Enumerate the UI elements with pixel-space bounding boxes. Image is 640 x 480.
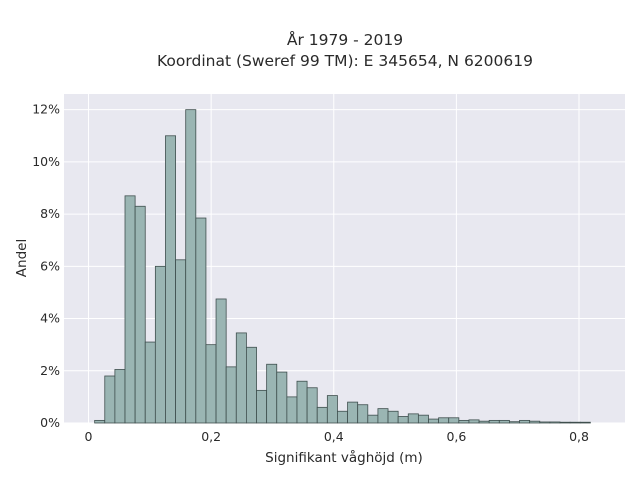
y-tick-label: 6% <box>40 258 60 273</box>
histogram-bar <box>175 259 187 424</box>
histogram-bar <box>316 406 328 424</box>
histogram-bar <box>114 369 126 424</box>
y-tick-labels: 0% 2% 4% 6% 8% 10% 12% <box>32 102 60 430</box>
histogram-bar <box>306 387 318 424</box>
histogram-bar <box>407 413 419 424</box>
histogram-bar <box>498 419 510 424</box>
histogram-bar <box>387 410 399 424</box>
histogram-bar <box>428 418 440 424</box>
y-tick-label: 10% <box>32 154 60 169</box>
x-axis-label: Signifikant våghöjd (m) <box>265 449 423 466</box>
histogram-bar <box>276 371 288 424</box>
histogram-bar <box>569 421 581 424</box>
histogram-bar <box>539 421 551 424</box>
histogram-bar <box>225 366 237 424</box>
histogram-bar <box>154 265 166 424</box>
histogram-bar <box>124 195 136 424</box>
histogram-bar <box>397 416 409 424</box>
histogram-bars <box>94 109 591 424</box>
histogram-bar <box>488 419 500 424</box>
histogram-bar <box>417 414 429 424</box>
histogram-bar <box>509 421 520 424</box>
x-tick-label: 0,4 <box>324 429 344 444</box>
x-tick-label: 0 <box>85 429 93 444</box>
histogram-bar <box>347 401 359 424</box>
histogram-bar <box>215 298 227 424</box>
histogram-bar <box>94 419 106 424</box>
histogram-bar <box>134 205 146 424</box>
histogram-bar <box>235 332 247 424</box>
histogram-bar <box>286 396 298 424</box>
x-tick-label: 0,8 <box>569 429 589 444</box>
histogram-bar <box>519 419 531 424</box>
y-tick-label: 4% <box>40 311 60 326</box>
histogram-bar <box>529 420 541 424</box>
histogram-bar <box>185 109 197 424</box>
histogram-bar <box>144 341 156 424</box>
y-tick-label: 12% <box>32 102 60 117</box>
y-tick-label: 8% <box>40 206 60 221</box>
histogram-bar <box>296 380 308 424</box>
histogram-bar <box>377 408 389 424</box>
histogram-bar <box>246 346 257 424</box>
chart-title-line1: År 1979 - 2019 <box>287 30 403 49</box>
y-axis-label: Andel <box>14 239 30 277</box>
histogram-bar <box>104 375 116 424</box>
histogram-bar <box>165 135 176 424</box>
histogram-bar <box>438 417 450 424</box>
histogram-bar <box>357 404 369 424</box>
histogram-bar <box>326 395 338 424</box>
histogram-bar <box>559 421 571 424</box>
x-tick-label: 0,6 <box>446 429 466 444</box>
y-tick-label: 0% <box>40 415 60 430</box>
histogram-bar <box>478 420 490 424</box>
y-tick-label: 2% <box>40 363 60 378</box>
histogram-bar <box>367 414 379 424</box>
histogram-bar <box>337 410 348 424</box>
histogram-bar <box>448 417 460 424</box>
histogram-bar <box>468 419 480 424</box>
histogram-bar <box>579 421 591 424</box>
histogram-bar <box>195 217 207 424</box>
histogram-bar <box>458 419 470 424</box>
histogram-bar <box>266 363 278 424</box>
chart-title-line2: Koordinat (Sweref 99 TM): E 345654, N 62… <box>157 52 533 70</box>
histogram-bar <box>256 389 268 424</box>
histogram-bar <box>205 344 217 424</box>
x-tick-label: 0,2 <box>201 429 221 444</box>
x-tick-labels: 0 0,2 0,4 0,6 0,8 <box>85 429 589 444</box>
histogram-bar <box>549 421 561 424</box>
